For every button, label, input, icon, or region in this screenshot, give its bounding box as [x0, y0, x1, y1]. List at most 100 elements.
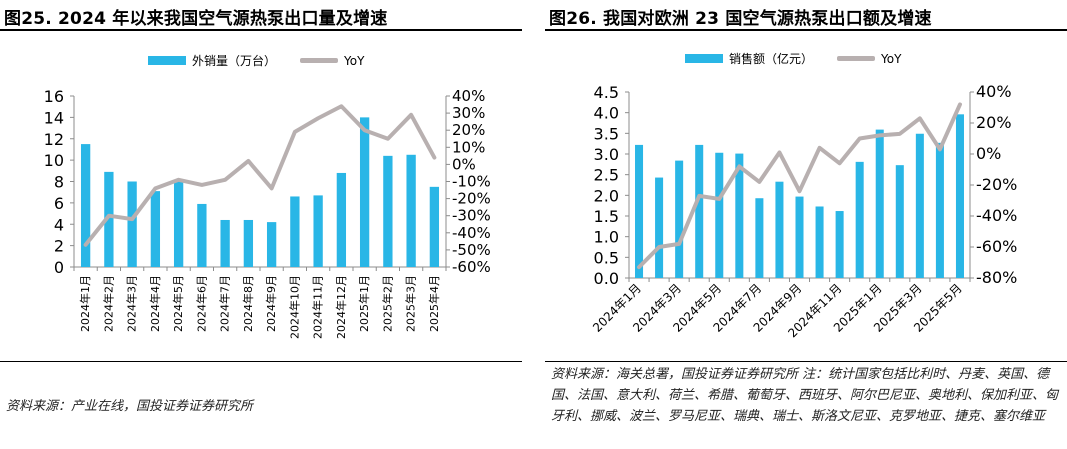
bar	[715, 152, 724, 278]
bar	[104, 171, 114, 267]
footer-rule	[0, 361, 522, 362]
chart-plot-area: 0.0 0.51.0 1.5 2.02.5 3.0 3.54.0 4.5 -80% -60% -4…	[590, 82, 1017, 340]
chart-legend: 外销量（万台） YoY	[148, 52, 388, 69]
yoy-point	[657, 245, 661, 249]
yoy-point	[878, 133, 882, 137]
bar	[80, 144, 91, 267]
y2-tick-label: -10%	[452, 173, 491, 191]
bar	[150, 191, 161, 267]
y2-tick-label: 40%	[452, 87, 485, 105]
yoy-point	[918, 116, 922, 120]
legend-bar-swatch	[148, 56, 186, 65]
y2-tick-label: -80%	[976, 268, 1017, 287]
bar	[775, 181, 784, 278]
yoy-point	[777, 150, 781, 154]
x-tick-label: 2024年9月	[264, 275, 278, 332]
y2-tick-label: -60%	[976, 237, 1017, 256]
yoy-point	[798, 189, 801, 193]
bar	[635, 144, 644, 278]
y-tick-label: 1.5	[594, 207, 619, 226]
yoy-point	[316, 116, 320, 120]
y-tick-label: 4.0	[594, 104, 619, 123]
bar	[173, 181, 184, 267]
y2-tick-label: 0%	[452, 155, 476, 173]
yoy-point	[107, 214, 111, 218]
yoy-point	[339, 104, 343, 108]
yoy-point	[818, 146, 822, 150]
title-rule	[545, 29, 1067, 31]
yoy-point	[717, 197, 721, 201]
title-rule	[0, 29, 522, 31]
x-tick-label: 2024年5月	[171, 275, 185, 332]
x-tick-label: 2024年3月	[125, 275, 139, 332]
bar	[290, 196, 300, 267]
yoy-point	[898, 132, 902, 136]
yoy-point	[858, 137, 862, 140]
y-tick-label: 0.0	[594, 269, 619, 288]
bar	[655, 177, 664, 278]
chart-panel-export-value: 图26. 我国对欧洲 23 国空气源热泵出口额及增速 销售额（亿元） YoY 0…	[545, 0, 1067, 449]
bar	[795, 196, 804, 278]
bar	[406, 154, 416, 267]
y2-tick-label: 30%	[452, 104, 485, 122]
yoy-point	[409, 113, 413, 117]
x-tick-label: 2025年3月	[404, 275, 418, 332]
chart-plot-area: 0 2 4 6 8 10 12 14 16 -60%-50%-40%-30%-20%-10%0%1…	[44, 87, 491, 339]
x-tick-label: 2024年11月	[311, 275, 325, 339]
y2-tick-label: -40%	[452, 224, 491, 242]
legend-bar-label: 销售额（亿元）	[729, 52, 814, 66]
y2-tick-label: 20%	[452, 121, 485, 139]
y-tick-label: 2	[54, 237, 64, 256]
bar	[895, 165, 904, 278]
y2-tick-label: -60%	[452, 258, 491, 276]
x-tick-label: 2025年2月	[380, 275, 394, 332]
yoy-point	[223, 178, 227, 182]
y-tick-label: 2.0	[594, 186, 619, 205]
y-tick-label: 16	[44, 87, 64, 106]
yoy-point	[177, 178, 181, 182]
y2-tick-label: 0%	[976, 144, 1001, 163]
bar	[875, 129, 884, 278]
yoy-point	[737, 164, 741, 168]
y2-tick-label: -40%	[976, 206, 1017, 225]
x-tick-label: 2024年1月	[78, 275, 92, 332]
chart-legend: 销售额（亿元） YoY	[685, 50, 925, 67]
x-tick-label: 2024年2月	[101, 275, 115, 332]
footer-rule	[545, 361, 1067, 362]
yoy-point	[363, 128, 367, 132]
legend-item-bar: 销售额（亿元）	[685, 50, 813, 67]
bar	[383, 155, 393, 267]
bar	[815, 206, 824, 278]
figure-title: 图25. 2024 年以来我国空气源热泵出口量及增速	[4, 9, 388, 29]
y2-tick-label: -20%	[976, 175, 1017, 194]
legend-line-label: YoY	[881, 51, 902, 66]
yoy-point	[270, 186, 274, 190]
legend-item-line: YoY	[300, 54, 364, 68]
y-tick-label: 6	[54, 194, 64, 213]
bar	[197, 203, 207, 267]
y-tick-label: 0	[54, 258, 64, 277]
bar	[313, 195, 323, 267]
y2-tick-label: -20%	[452, 190, 491, 208]
yoy-point	[130, 217, 134, 221]
source-note: 资料来源：产业在线，国投证券证券研究所	[6, 399, 254, 414]
yoy-point	[293, 130, 297, 134]
y-tick-label: 10	[44, 151, 64, 170]
x-tick-label: 2024年12月	[334, 275, 348, 339]
y-tick-label: 4	[54, 215, 64, 234]
y-tick-label: 4.5	[594, 83, 619, 102]
y2-tick-label: 40%	[976, 82, 1012, 101]
bar	[336, 172, 347, 267]
y-tick-label: 0.5	[594, 248, 619, 267]
yoy-series-line	[83, 104, 437, 247]
bar	[675, 160, 684, 278]
y-tick-label: 2.5	[594, 166, 619, 185]
yoy-point	[432, 156, 436, 160]
x-tick-label: 2025年4月	[427, 275, 441, 332]
y-tick-label: 1.0	[594, 228, 619, 247]
bar	[735, 153, 744, 278]
legend-line-label: YoY	[344, 53, 365, 68]
yoy-point	[697, 194, 701, 198]
legend-bar-label: 外销量（万台）	[192, 54, 277, 68]
legend-bar-swatch	[685, 54, 723, 63]
